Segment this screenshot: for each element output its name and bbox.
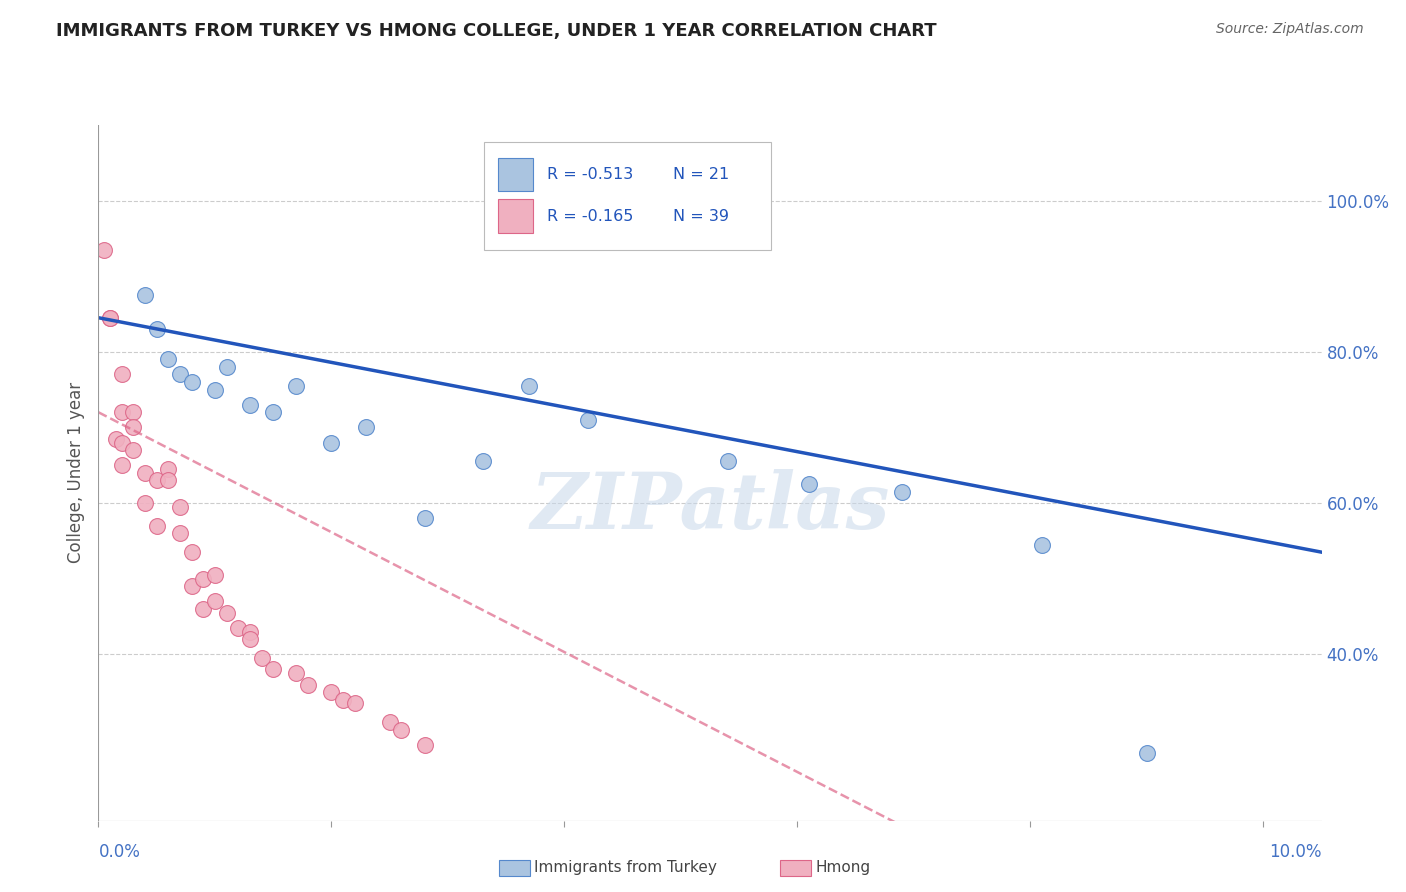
Point — [716, 454, 738, 468]
Point — [239, 398, 262, 412]
Point — [122, 443, 145, 458]
Text: R = -0.165: R = -0.165 — [547, 209, 634, 224]
Point — [239, 624, 262, 639]
Text: 10.0%: 10.0% — [1270, 843, 1322, 861]
Text: N = 39: N = 39 — [673, 209, 730, 224]
Point — [262, 405, 284, 419]
Point — [134, 288, 156, 302]
Point — [239, 632, 262, 647]
Point — [378, 715, 401, 730]
Point — [134, 496, 156, 510]
Point — [285, 666, 308, 681]
Point — [122, 420, 145, 434]
Point — [93, 243, 115, 257]
Point — [204, 567, 226, 582]
Point — [413, 511, 436, 525]
Point — [471, 454, 494, 468]
Text: N = 21: N = 21 — [673, 167, 730, 182]
Point — [413, 738, 436, 752]
Text: Hmong: Hmong — [815, 860, 870, 874]
Point — [226, 621, 249, 635]
Point — [389, 723, 412, 737]
Point — [145, 322, 167, 336]
Text: Immigrants from Turkey: Immigrants from Turkey — [534, 860, 717, 874]
Point — [111, 458, 134, 473]
Point — [797, 477, 820, 491]
Point — [122, 405, 145, 419]
Point — [145, 473, 167, 487]
Point — [356, 420, 378, 434]
FancyBboxPatch shape — [498, 158, 533, 191]
Point — [180, 545, 202, 559]
Point — [204, 594, 226, 608]
Point — [180, 579, 202, 593]
Point — [285, 379, 308, 393]
Point — [111, 368, 134, 382]
Point — [1136, 746, 1159, 760]
Point — [519, 379, 541, 393]
Point — [169, 526, 191, 541]
Text: Source: ZipAtlas.com: Source: ZipAtlas.com — [1216, 22, 1364, 37]
Point — [321, 435, 343, 450]
Point — [1031, 538, 1053, 552]
Point — [180, 375, 202, 389]
Point — [297, 677, 319, 691]
Point — [169, 500, 191, 514]
Point — [104, 432, 127, 446]
Point — [193, 572, 215, 586]
Point — [204, 383, 226, 397]
Point — [321, 685, 343, 699]
Point — [891, 484, 914, 499]
Point — [332, 692, 354, 706]
Point — [193, 602, 215, 616]
FancyBboxPatch shape — [484, 142, 772, 250]
Point — [157, 473, 180, 487]
Point — [134, 466, 156, 480]
FancyBboxPatch shape — [498, 199, 533, 233]
Point — [111, 435, 134, 450]
Point — [98, 310, 121, 325]
Point — [343, 697, 366, 711]
Text: IMMIGRANTS FROM TURKEY VS HMONG COLLEGE, UNDER 1 YEAR CORRELATION CHART: IMMIGRANTS FROM TURKEY VS HMONG COLLEGE,… — [56, 22, 936, 40]
Point — [111, 405, 134, 419]
Point — [145, 518, 167, 533]
Point — [157, 352, 180, 367]
Point — [215, 606, 238, 620]
Point — [215, 359, 238, 374]
Point — [157, 462, 180, 476]
Point — [169, 368, 191, 382]
Point — [576, 413, 599, 427]
Text: R = -0.513: R = -0.513 — [547, 167, 634, 182]
Text: ZIPatlas: ZIPatlas — [530, 469, 890, 546]
Point — [98, 310, 121, 325]
Text: 0.0%: 0.0% — [98, 843, 141, 861]
Point — [262, 662, 284, 676]
Point — [250, 651, 273, 665]
Y-axis label: College, Under 1 year: College, Under 1 year — [66, 382, 84, 564]
